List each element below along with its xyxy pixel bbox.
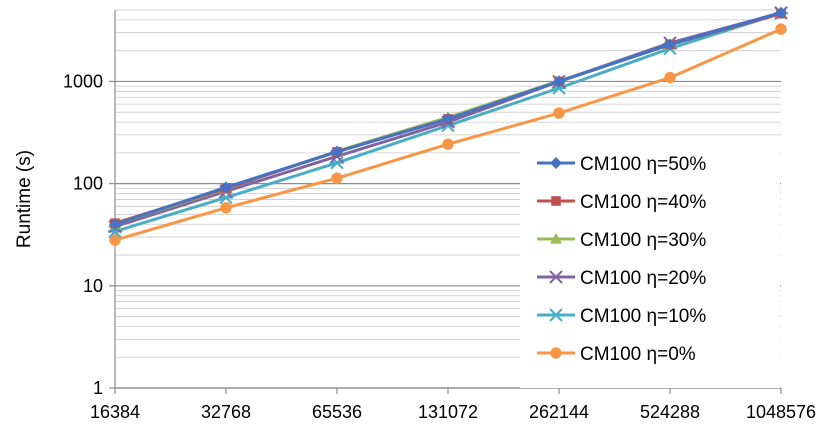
x-tick-label: 65536: [312, 402, 362, 422]
legend-item: CM100 η=10%: [537, 306, 706, 327]
y-tick-label: 1000: [63, 71, 103, 91]
data-point: [442, 112, 454, 125]
x-tick-label: 1048576: [746, 402, 816, 422]
legend-item: CM100 η=0%: [537, 344, 696, 365]
legend-label: CM100 η=20%: [580, 268, 706, 289]
data-point: [775, 6, 787, 19]
data-point: [331, 145, 343, 158]
data-point: [664, 38, 676, 51]
legend-marker: [550, 347, 562, 359]
y-tick-label: 10: [83, 276, 103, 296]
data-point: [775, 23, 787, 35]
legend-background: [520, 136, 780, 388]
data-point: [553, 107, 565, 119]
data-point: [220, 181, 232, 194]
data-point: [442, 138, 454, 150]
x-tick-label: 131072: [418, 402, 478, 422]
data-point: [553, 75, 565, 88]
x-tick-label: 16384: [90, 402, 140, 422]
legend-label: CM100 η=40%: [580, 192, 706, 213]
legend-label: CM100 η=30%: [580, 230, 706, 251]
series-cm100-50-: [109, 6, 787, 231]
x-tick-label: 524288: [640, 402, 700, 422]
legend-item: CM100 η=20%: [537, 268, 706, 289]
data-point: [664, 71, 676, 84]
data-point: [109, 218, 121, 231]
legend-item: CM100 η=30%: [537, 230, 706, 251]
legend-item: CM100 η=50%: [537, 154, 706, 175]
y-tick-label: 1: [93, 378, 103, 398]
legend-item: CM100 η=40%: [537, 192, 706, 213]
series-layer: [107, 6, 789, 246]
legend: CM100 η=50% CM100 η=40% CM100 η=30% CM100 η…: [520, 136, 780, 388]
x-tick-label: 32768: [201, 402, 251, 422]
legend-marker: [549, 270, 563, 284]
y-axis-title: Runtime (s): [14, 150, 35, 248]
legend-label: CM100 η=10%: [580, 306, 706, 327]
x-tick-label: 262144: [529, 402, 589, 422]
legend-marker: [548, 308, 564, 322]
data-point: [109, 234, 121, 246]
legend-marker: [550, 233, 562, 244]
data-point: [331, 172, 343, 184]
y-tick-label: 100: [73, 174, 103, 194]
legend-marker: [551, 196, 561, 206]
tick-labels: 1 10 100 1000 16384 32768 65536 131072 262144 524…: [63, 71, 816, 422]
series-cm100-0-: [109, 23, 787, 246]
data-point: [220, 202, 232, 214]
legend-marker: [550, 157, 562, 169]
legend-label: CM100 η=50%: [580, 154, 706, 175]
legend-label: CM100 η=0%: [580, 344, 696, 365]
